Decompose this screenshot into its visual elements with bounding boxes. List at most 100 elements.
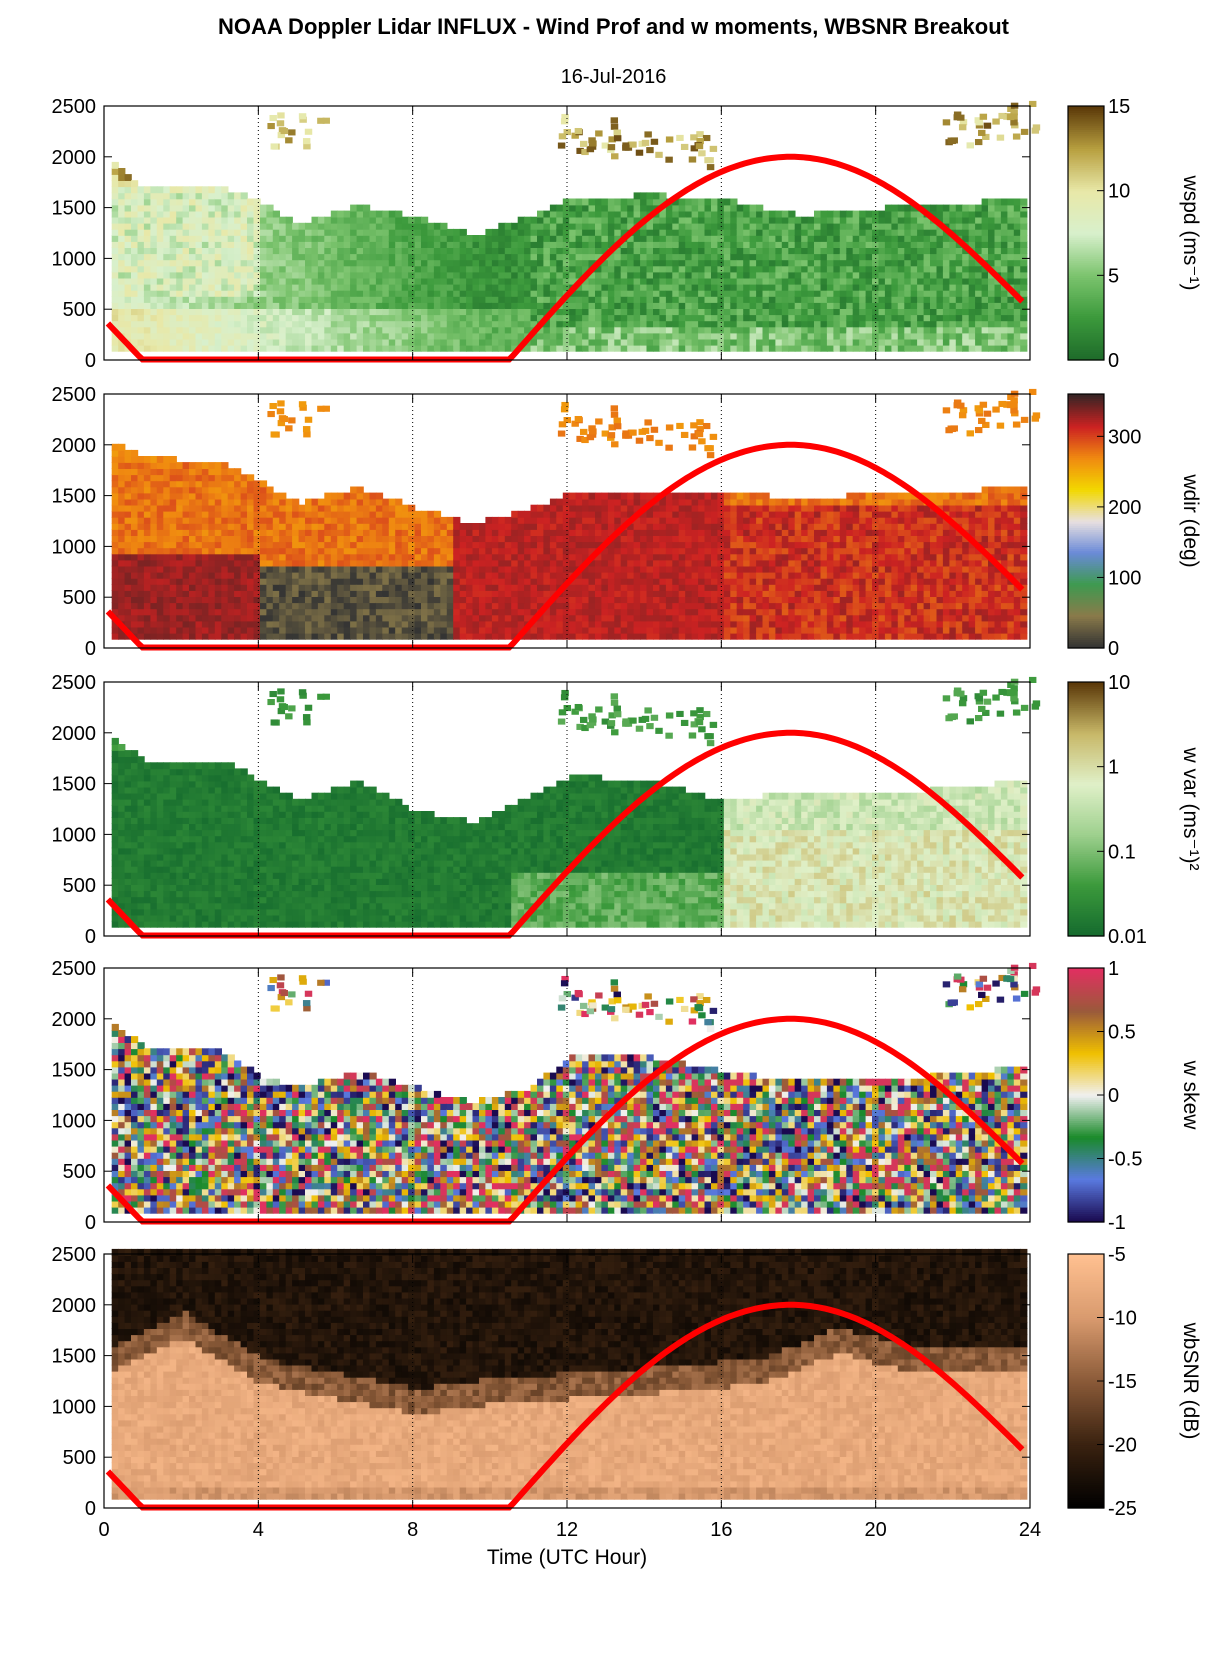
heatmap-cell	[143, 338, 152, 346]
heatmap-cell	[768, 265, 777, 273]
heatmap-cell	[678, 235, 686, 242]
heatmap-cell	[446, 259, 454, 267]
heatmap-cell	[698, 302, 706, 309]
heatmap-cell	[253, 277, 261, 285]
heatmap-cell	[201, 596, 210, 604]
heatmap-cell	[189, 590, 197, 597]
heatmap-cell	[234, 584, 242, 591]
heatmap-cell	[756, 277, 764, 285]
heatmap-cell	[942, 265, 951, 273]
heatmap-cell	[629, 141, 637, 148]
heatmap-cell	[897, 302, 905, 309]
heatmap-cell	[646, 147, 654, 154]
heatmap-cell	[324, 620, 332, 628]
heatmap-cell	[820, 253, 828, 261]
heatmap-cell	[459, 302, 467, 309]
heatmap-cell	[479, 314, 487, 322]
heatmap-cell	[208, 216, 216, 224]
heatmap-cell	[814, 296, 822, 303]
heatmap-cell	[595, 332, 603, 340]
heatmap-cell	[698, 283, 706, 291]
heatmap-cell	[395, 344, 403, 352]
heatmap-cell	[820, 247, 828, 255]
heatmap-cell	[646, 326, 654, 334]
heatmap-cell	[884, 289, 893, 297]
heatmap-cell	[994, 241, 1002, 248]
heatmap-cell	[111, 480, 119, 488]
heatmap-cell	[189, 271, 197, 279]
heatmap-cell	[169, 498, 177, 506]
heatmap-cell	[266, 228, 274, 236]
heatmap-cell	[633, 210, 641, 218]
heatmap-cell	[234, 277, 242, 285]
heatmap-cell	[163, 296, 171, 303]
heatmap-cell	[375, 332, 384, 340]
heatmap-cell	[137, 486, 145, 494]
heatmap-cell	[259, 504, 268, 512]
heatmap-cell	[234, 632, 242, 640]
heatmap-cell	[517, 228, 525, 236]
heatmap-cell	[620, 338, 628, 346]
heatmap-cell	[749, 302, 757, 309]
heatmap-cell	[794, 344, 802, 352]
heatmap-cell	[846, 235, 854, 242]
heatmap-cell	[891, 277, 899, 285]
heatmap-cell	[369, 504, 377, 512]
heatmap-cell	[176, 283, 184, 291]
heatmap-cell	[414, 265, 422, 273]
heatmap-cell	[659, 296, 667, 303]
colorbar-segment	[1068, 294, 1104, 298]
heatmap-cell	[614, 228, 622, 236]
heatmap-cell	[524, 326, 532, 334]
heatmap-cell	[620, 308, 628, 316]
heatmap-cell	[672, 235, 680, 242]
heatmap-cell	[272, 577, 280, 585]
heatmap-cell	[324, 510, 332, 518]
heatmap-cell	[363, 620, 371, 628]
heatmap-cell	[704, 222, 712, 230]
heatmap-cell	[111, 210, 119, 218]
heatmap-cell	[814, 289, 822, 297]
heatmap-cell	[298, 259, 306, 267]
colorbar-segment	[1068, 139, 1104, 143]
heatmap-cell	[356, 559, 364, 567]
heatmap-cell	[646, 253, 654, 261]
heatmap-cell	[266, 608, 274, 616]
heatmap-cell	[562, 283, 570, 291]
heatmap-cell	[595, 271, 603, 279]
heatmap-cell	[369, 302, 377, 309]
heatmap-cell	[711, 247, 719, 255]
heatmap-cell	[259, 565, 268, 573]
heatmap-cell	[124, 547, 132, 555]
heatmap-cell	[627, 198, 635, 206]
heatmap-cell	[234, 559, 242, 567]
heatmap-cell	[814, 344, 822, 352]
heatmap-cell	[350, 504, 358, 512]
heatmap-cell	[182, 614, 190, 622]
heatmap-cell	[111, 486, 119, 494]
heatmap-cell	[201, 468, 210, 476]
heatmap-cell	[298, 308, 306, 316]
heatmap-cell	[375, 296, 384, 303]
heatmap-cell	[111, 332, 119, 340]
heatmap-cell	[292, 614, 300, 622]
heatmap-cell	[530, 271, 538, 279]
heatmap-cell	[124, 449, 132, 457]
heatmap-cell	[955, 308, 963, 316]
heatmap-cell	[917, 235, 925, 242]
heatmap-cell	[137, 228, 145, 236]
colorbar-segment	[1068, 224, 1104, 228]
heatmap-cell	[691, 198, 699, 206]
heatmap-cell	[382, 289, 390, 297]
heatmap-cell	[375, 584, 384, 591]
heatmap-cell	[504, 241, 512, 248]
heatmap-cell	[221, 602, 229, 610]
heatmap-cell	[240, 492, 248, 500]
heatmap-cell	[189, 510, 197, 518]
heatmap-cell	[698, 150, 706, 157]
heatmap-cell	[524, 216, 532, 224]
heatmap-cell	[897, 216, 905, 224]
heatmap-cell	[485, 296, 493, 303]
heatmap-cell	[337, 504, 345, 512]
heatmap-cell	[781, 344, 789, 352]
